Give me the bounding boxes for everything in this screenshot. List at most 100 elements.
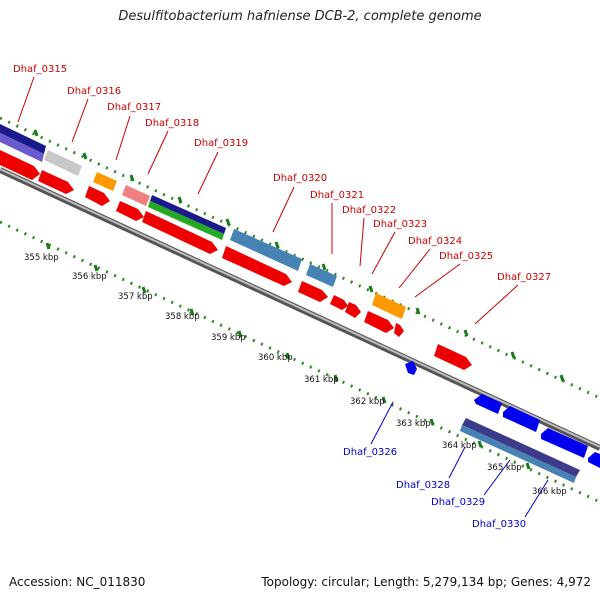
feature-dhaf-0315b[interactable] <box>0 133 44 162</box>
gene-leader-line <box>398 248 431 289</box>
gene-leader-line <box>370 401 394 445</box>
gene-label-dhaf-0327[interactable]: Dhaf_0327 <box>497 272 551 283</box>
gene-label-dhaf-0320[interactable]: Dhaf_0320 <box>273 173 327 184</box>
kbp-label: 357 kbp <box>118 292 153 302</box>
kbp-label: 356 kbp <box>72 272 107 282</box>
cds-arrow[interactable] <box>222 246 292 286</box>
major-tick <box>93 264 99 272</box>
cds-arrow-reverse[interactable] <box>503 406 540 432</box>
major-tick <box>225 218 231 226</box>
cds-arrow[interactable] <box>38 170 74 194</box>
feature-dhaf-0321[interactable] <box>306 264 337 287</box>
cds-arrow[interactable] <box>85 186 110 206</box>
cds-arrow-reverse[interactable] <box>474 394 502 414</box>
forward-feature-track <box>0 124 580 483</box>
feature-dhaf-0324[interactable] <box>372 293 406 319</box>
cds-arrow-reverse[interactable] <box>405 361 417 375</box>
feature-dhaf-0319[interactable] <box>148 201 224 240</box>
kbp-label: 362 kbp <box>350 397 385 407</box>
gene-leader-line <box>359 217 365 267</box>
gene-label-dhaf-0315[interactable]: Dhaf_0315 <box>13 64 67 75</box>
major-tick <box>177 196 183 204</box>
major-tick <box>429 418 435 426</box>
major-tick <box>82 152 88 160</box>
cds-arrow[interactable] <box>142 211 218 254</box>
gene-label-dhaf-0324[interactable]: Dhaf_0324 <box>408 236 462 247</box>
cds-arrow[interactable] <box>434 344 472 370</box>
gene-leader-line <box>115 115 131 161</box>
gene-label-dhaf-0323[interactable]: Dhaf_0323 <box>373 219 427 230</box>
major-tick <box>477 440 483 448</box>
cds-arrow[interactable] <box>0 150 40 180</box>
feature-dhaf-0319-a[interactable] <box>150 195 226 234</box>
feature-dhaf-0320[interactable] <box>230 229 302 271</box>
cds-arrow-reverse[interactable] <box>541 428 588 458</box>
feature-dhaf-0328[interactable] <box>462 418 580 477</box>
major-tick <box>33 129 39 137</box>
cds-arrow[interactable] <box>116 201 144 221</box>
genome-backbone <box>0 167 600 451</box>
major-tick <box>321 263 327 271</box>
major-tick <box>274 241 280 249</box>
feature-dhaf-0317[interactable] <box>93 172 117 191</box>
cds-arrow[interactable] <box>330 295 348 310</box>
gene-label-dhaf-0328[interactable]: Dhaf_0328 <box>396 480 450 491</box>
gene-label-dhaf-0325[interactable]: Dhaf_0325 <box>439 251 493 262</box>
gene-label-dhaf-0321[interactable]: Dhaf_0321 <box>310 190 364 201</box>
tick-track-outer <box>0 116 600 400</box>
cds-arrow[interactable] <box>364 311 394 333</box>
kbp-label: 355 kbp <box>24 253 59 263</box>
gene-label-dhaf-0316[interactable]: Dhaf_0316 <box>67 86 121 97</box>
kbp-label: 358 kbp <box>165 312 200 322</box>
gene-label-dhaf-0318[interactable]: Dhaf_0318 <box>145 118 199 129</box>
gene-leader-line <box>71 98 89 143</box>
major-tick <box>463 329 469 337</box>
gene-leader-line <box>474 284 519 325</box>
feature-dhaf-0315[interactable] <box>0 124 46 154</box>
gene-leader-line <box>17 76 35 123</box>
kbp-label: 361 kbp <box>304 375 339 385</box>
inner-major-ticks <box>45 242 531 470</box>
kbp-label: 359 kbp <box>211 333 246 343</box>
gene-leader-line <box>371 231 396 275</box>
feature-dhaf-0316[interactable] <box>44 150 82 176</box>
major-tick <box>510 351 516 359</box>
kbp-label: 360 kbp <box>258 353 293 363</box>
kbp-label: 366 kbp <box>532 487 567 497</box>
major-tick <box>189 308 195 316</box>
gene-leader-line <box>483 459 511 496</box>
accession-text: Accession: NC_011830 <box>9 575 146 589</box>
gene-label-dhaf-0322[interactable]: Dhaf_0322 <box>342 205 396 216</box>
major-tick <box>368 285 374 293</box>
map-title: Desulfitobacterium hafniense DCB-2, comp… <box>118 9 482 24</box>
feature-dhaf-0318[interactable] <box>122 185 150 206</box>
gene-label-dhaf-0319[interactable]: Dhaf_0319 <box>194 138 248 149</box>
gene-label-dhaf-0330[interactable]: Dhaf_0330 <box>472 519 526 530</box>
cds-arrow[interactable] <box>345 302 361 318</box>
gene-label-dhaf-0317[interactable]: Dhaf_0317 <box>107 102 161 113</box>
major-tick <box>45 242 51 250</box>
gene-leader-line <box>524 479 549 518</box>
cds-arrow-reverse[interactable] <box>588 452 600 468</box>
gene-leader-line <box>147 130 169 175</box>
major-tick <box>285 352 291 360</box>
cds-arrow[interactable] <box>298 281 328 302</box>
feature-dhaf-0329[interactable] <box>460 425 576 483</box>
kbp-label: 364 kbp <box>442 441 477 451</box>
cds-arrow[interactable] <box>394 323 404 337</box>
gene-leader-line <box>197 151 219 195</box>
gene-leader-line <box>448 446 466 479</box>
gene-leader-line <box>414 263 461 298</box>
gene-label-dhaf-0329[interactable]: Dhaf_0329 <box>431 497 485 508</box>
major-tick <box>129 174 135 182</box>
major-tick <box>237 330 243 338</box>
cds-forward-track <box>0 150 472 370</box>
gene-leader-line <box>272 186 295 233</box>
major-tick <box>333 374 339 382</box>
major-tick <box>381 396 387 404</box>
major-tick <box>415 307 421 315</box>
outer-major-ticks <box>33 129 565 382</box>
gene-label-dhaf-0326[interactable]: Dhaf_0326 <box>343 447 397 458</box>
